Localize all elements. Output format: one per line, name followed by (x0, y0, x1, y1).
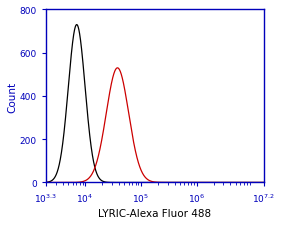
X-axis label: LYRIC-Alexa Fluor 488: LYRIC-Alexa Fluor 488 (98, 208, 212, 218)
Y-axis label: Count: Count (7, 81, 17, 112)
